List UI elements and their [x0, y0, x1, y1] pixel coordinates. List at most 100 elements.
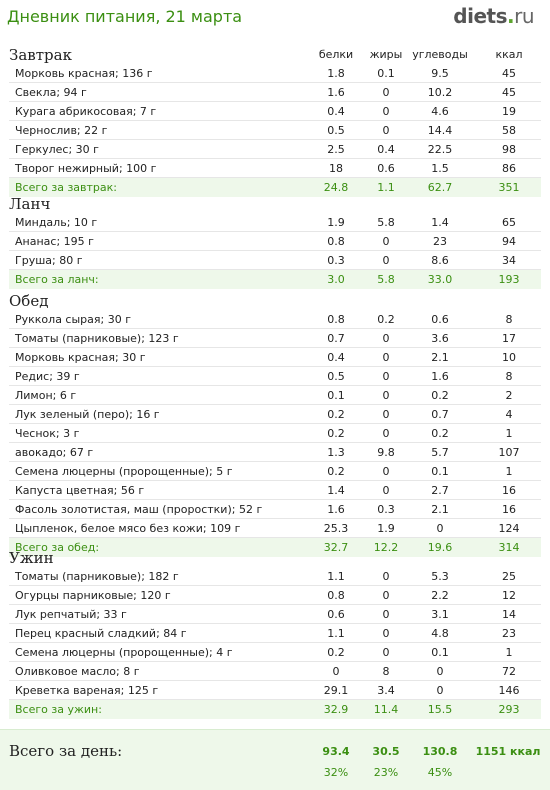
food-name: Курага абрикосовая; 7 г — [15, 105, 157, 118]
logo-tld: ru — [514, 4, 534, 28]
kcal-value: 94 — [502, 235, 516, 248]
kcal-value: 8 — [505, 313, 513, 326]
fat-value: 11.4 — [373, 703, 399, 716]
day-total-label: Всего за день: — [9, 742, 123, 760]
column-header-fat: жиры — [369, 48, 403, 61]
fat-value: 0 — [382, 608, 390, 621]
fat-value: 0 — [382, 427, 390, 440]
kcal-value: 19 — [502, 105, 516, 118]
fat-value: 0 — [382, 370, 390, 383]
food-name: Лук репчатый; 33 г — [15, 608, 127, 621]
food-row: Цыпленок, белое мясо без кожи; 109 г 25.3… — [9, 519, 541, 538]
protein-value: 1.6 — [327, 86, 345, 99]
food-row: Геркулес; 30 г 2.5 0.4 22.5 98 — [9, 140, 541, 159]
kcal-value: 16 — [502, 503, 516, 516]
food-name: Оливковое масло; 8 г — [15, 665, 140, 678]
meal-title: Ланч — [9, 195, 51, 213]
food-name: Томаты (парниковые); 123 г — [15, 332, 179, 345]
kcal-value: 146 — [498, 684, 520, 697]
carbs-value: 2.1 — [431, 503, 449, 516]
protein-value: 25.3 — [323, 522, 349, 535]
fat-value: 9.8 — [377, 446, 395, 459]
protein-value: 1.4 — [327, 484, 345, 497]
carbs-value: 1.5 — [431, 162, 449, 175]
meal-total-row: Всего за завтрак: 24.8 1.1 62.7 351 — [9, 178, 541, 197]
carbs-value: 4.8 — [431, 627, 449, 640]
food-name: Свекла; 94 г — [15, 86, 87, 99]
logo-main: diets — [453, 4, 507, 28]
meal-total-label: Всего за завтрак: — [15, 181, 118, 194]
day-total-carbs: 130.8 — [422, 745, 458, 758]
fat-value: 5.8 — [377, 216, 395, 229]
food-row: авокадо; 67 г 1.3 9.8 5.7 107 — [9, 443, 541, 462]
fat-value: 0 — [382, 570, 390, 583]
kcal-value: 107 — [498, 446, 520, 459]
meal-title: Завтрак — [9, 46, 72, 64]
carbs-value: 2.7 — [431, 484, 449, 497]
fat-value: 0 — [382, 484, 390, 497]
food-row: Огурцы парниковые; 120 г 0.8 0 2.2 12 — [9, 586, 541, 605]
carbs-value: 0.7 — [431, 408, 449, 421]
carbs-value: 0.1 — [431, 646, 449, 659]
fat-value: 8 — [382, 665, 390, 678]
food-name: Креветка вареная; 125 г — [15, 684, 159, 697]
fat-value: 0 — [382, 332, 390, 345]
kcal-value: 86 — [502, 162, 516, 175]
kcal-value: 45 — [502, 86, 516, 99]
protein-value: 0.5 — [327, 124, 345, 137]
kcal-value: 12 — [502, 589, 516, 602]
food-row: Томаты (парниковые); 182 г 1.1 0 5.3 25 — [9, 567, 541, 586]
carbs-value: 1.4 — [431, 216, 449, 229]
food-name: Морковь красная; 136 г — [15, 67, 153, 80]
protein-value: 0.7 — [327, 332, 345, 345]
food-name: Ананас; 195 г — [15, 235, 94, 248]
fat-value: 1.9 — [377, 522, 395, 535]
site-logo[interactable]: diets.ru — [453, 4, 534, 28]
fat-value: 0.2 — [377, 313, 395, 326]
carbs-value: 0 — [436, 665, 444, 678]
food-row: Чернослив; 22 г 0.5 0 14.4 58 — [9, 121, 541, 140]
food-name: Морковь красная; 30 г — [15, 351, 146, 364]
food-name: Огурцы парниковые; 120 г — [15, 589, 171, 602]
meal-total-label: Всего за ланч: — [15, 273, 99, 286]
protein-value: 0.2 — [327, 465, 345, 478]
food-row: Креветка вареная; 125 г 29.1 3.4 0 146 — [9, 681, 541, 700]
carbs-value: 0 — [436, 522, 444, 535]
food-name: Семена люцерны (пророщенные); 5 г — [15, 465, 233, 478]
food-row: Лук зеленый (перо); 16 г 0.2 0 0.7 4 — [9, 405, 541, 424]
food-row: Ананас; 195 г 0.8 0 23 94 — [9, 232, 541, 251]
kcal-value: 58 — [502, 124, 516, 137]
fat-value: 0 — [382, 124, 390, 137]
kcal-value: 16 — [502, 484, 516, 497]
fat-value: 0 — [382, 465, 390, 478]
food-name: Руккола сырая; 30 г — [15, 313, 131, 326]
carbs-value: 3.1 — [431, 608, 449, 621]
carbs-value: 62.7 — [427, 181, 453, 194]
food-row: Лимон; 6 г 0.1 0 0.2 2 — [9, 386, 541, 405]
carbs-value: 2.1 — [431, 351, 449, 364]
protein-value: 32.9 — [323, 703, 349, 716]
kcal-value: 72 — [502, 665, 516, 678]
carbs-value: 5.7 — [431, 446, 449, 459]
carbs-value: 0.2 — [431, 427, 449, 440]
carbs-value: 23 — [433, 235, 447, 248]
column-header-carbs: углеводы — [412, 48, 468, 61]
fat-value: 0 — [382, 589, 390, 602]
kcal-value: 1 — [505, 427, 513, 440]
meal-total-row: Всего за ужин: 32.9 11.4 15.5 293 — [9, 700, 541, 719]
food-row: Редис; 39 г 0.5 0 1.6 8 — [9, 367, 541, 386]
protein-value: 1.6 — [327, 503, 345, 516]
protein-value: 0.4 — [327, 351, 345, 364]
protein-value: 0 — [332, 665, 340, 678]
carbs-value: 3.6 — [431, 332, 449, 345]
fat-value: 3.4 — [377, 684, 395, 697]
column-header-protein: белки — [318, 48, 354, 61]
protein-value: 0.1 — [327, 389, 345, 402]
protein-value: 1.9 — [327, 216, 345, 229]
protein-value: 0.5 — [327, 370, 345, 383]
fat-value: 1.1 — [377, 181, 395, 194]
column-header-kcal: ккал — [495, 48, 523, 61]
day-total-kcal: 1151 ккал — [475, 745, 541, 758]
food-row: Семена люцерны (пророщенные); 5 г 0.2 0 0.1… — [9, 462, 541, 481]
kcal-value: 45 — [502, 67, 516, 80]
